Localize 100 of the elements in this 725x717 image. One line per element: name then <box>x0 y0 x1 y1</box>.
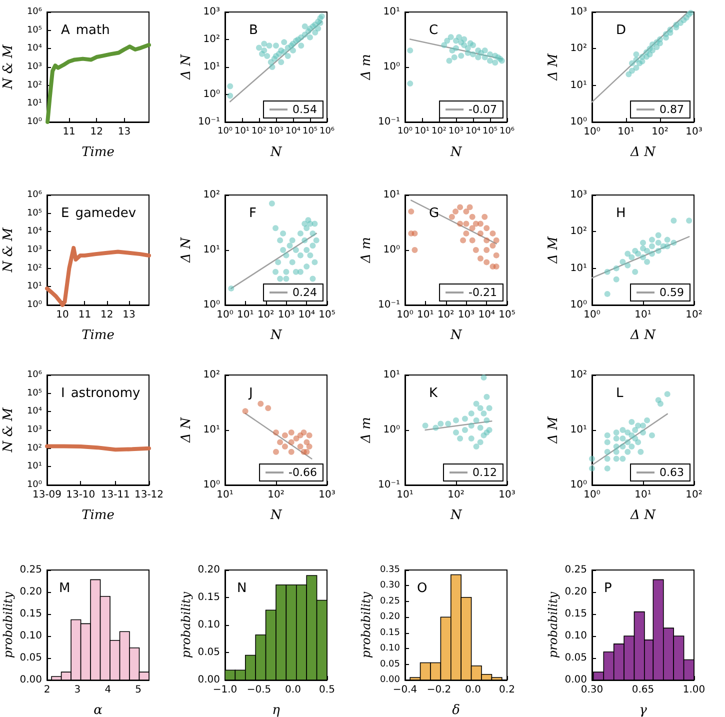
x-tick-label: 0.65 <box>632 684 654 696</box>
y-tick-label: 10¹ <box>203 244 220 256</box>
x-tick-label: 10⁰ <box>217 126 233 136</box>
x-tick-label: 10² <box>268 490 284 500</box>
x-tick-label: 10¹ <box>417 310 434 320</box>
legend-label: 0.63 <box>660 466 684 479</box>
x-axis-title: Time <box>82 145 115 160</box>
x-tick-label: 10² <box>437 310 454 320</box>
x-tick-label: 0.0 <box>285 684 301 696</box>
x-tick-label: 10⁴ <box>465 126 481 136</box>
y-tick-label: 10⁻¹ <box>198 116 220 128</box>
annotation: N <box>237 581 247 596</box>
x-axis-title: γ <box>639 703 648 717</box>
y-tick-label: 10⁴ <box>26 44 42 54</box>
y-axis-title: Δ N <box>179 236 194 264</box>
x-tick-label: 0.2 <box>499 684 515 696</box>
y-tick-label: 10⁰ <box>383 244 400 256</box>
legend-label: -0.07 <box>468 103 498 116</box>
y-tick-label: 0.15 <box>380 628 400 638</box>
y-tick-label: 10¹ <box>203 62 220 72</box>
y-tick-label: 10⁰ <box>26 117 42 127</box>
annotation: J <box>248 386 253 401</box>
annotation: H <box>616 206 626 221</box>
x-tick-label: 10¹ <box>618 126 634 138</box>
x-tick-label: 10¹ <box>634 310 652 320</box>
x-tick-label: 10² <box>686 310 702 320</box>
y-tick-label: 0.10 <box>198 620 220 630</box>
x-tick-label: −0.5 <box>246 684 272 696</box>
y-tick-label: 10² <box>203 370 220 380</box>
y-tick-label: 10⁰ <box>383 62 400 72</box>
y-tick-label: 10⁵ <box>26 388 42 398</box>
x-tick-label: 10¹ <box>634 490 652 500</box>
annotation: P <box>604 581 612 596</box>
x-tick-label: 10³ <box>448 126 464 136</box>
y-tick-label: 10³ <box>26 425 42 435</box>
y-tick-label: 10² <box>203 190 220 200</box>
y-tick-label: 10³ <box>26 245 42 255</box>
y-tick-label: 10⁴ <box>26 406 42 417</box>
y-tick-label: 10⁰ <box>26 300 42 310</box>
y-axis-title: Δ m <box>359 54 374 81</box>
x-tick-label: 10⁰ <box>584 126 600 138</box>
x-tick-label: 10⁰ <box>397 126 413 136</box>
y-tick-label: 10¹ <box>570 424 587 436</box>
x-tick-label: 10² <box>652 126 668 138</box>
x-tick-label: 4 <box>104 684 112 696</box>
annotation: gamedev <box>75 206 136 221</box>
y-tick-label: 0.15 <box>564 608 587 620</box>
annotation: C <box>429 23 438 38</box>
x-tick-label: 1.00 <box>682 684 706 696</box>
y-tick-label: 10¹ <box>570 80 587 91</box>
y-tick-label: 0.05 <box>564 652 587 664</box>
y-tick-label: 10³ <box>203 6 220 18</box>
legend-label: 0.54 <box>292 103 318 116</box>
x-axis-title: α <box>94 703 103 717</box>
x-tick-label: 10⁵ <box>482 126 498 136</box>
x-tick-label: −0.4 <box>392 684 418 696</box>
y-tick-label: 10⁰ <box>383 424 400 436</box>
x-tick-label: −1.0 <box>212 684 238 696</box>
x-tick-label: 10³ <box>268 126 284 136</box>
y-tick-label: 10² <box>26 263 42 274</box>
x-tick-label: 10⁰ <box>584 310 600 320</box>
y-tick-label: 0.20 <box>198 564 220 576</box>
y-tick-label: 10² <box>26 80 42 90</box>
x-tick-label: −0.2 <box>426 684 452 696</box>
y-axis-title: N & M <box>1 227 16 274</box>
x-tick-label: 10⁰ <box>216 310 234 320</box>
y-tick-label: 0.35 <box>380 565 400 575</box>
y-tick-label: 10⁻¹ <box>378 116 400 128</box>
y-tick-label: 10² <box>570 226 587 238</box>
x-tick-label: 0.5 <box>319 684 335 696</box>
annotation: L <box>616 386 624 401</box>
x-axis-title: N <box>269 328 282 343</box>
x-tick-label: 10³ <box>686 126 702 138</box>
x-tick-label: 10⁴ <box>298 310 315 320</box>
y-tick-label: 0.15 <box>20 608 42 620</box>
y-tick-label: 10¹ <box>26 282 42 292</box>
legend-label: 0.59 <box>660 286 684 299</box>
annotation: math <box>76 23 110 38</box>
x-axis-title: N <box>269 145 282 160</box>
y-tick-label: 0.05 <box>20 652 42 664</box>
x-axis-title: η <box>272 703 280 717</box>
y-tick-label: 10¹ <box>383 370 400 380</box>
x-tick-label: 10³ <box>458 310 475 320</box>
y-tick-label: 10⁰ <box>203 300 220 310</box>
legend-label: 0.24 <box>292 286 318 299</box>
x-tick-label: 10² <box>448 490 464 500</box>
legend-label: -0.21 <box>468 286 498 299</box>
y-tick-label: 10⁰ <box>570 480 587 490</box>
y-tick-label: 10⁶ <box>26 190 42 200</box>
y-tick-label: 0.20 <box>564 586 587 598</box>
y-tick-label: 10² <box>203 34 220 45</box>
annotation: F <box>249 206 256 221</box>
y-tick-label: 0.30 <box>380 580 400 591</box>
y-tick-label: 0.00 <box>198 674 220 686</box>
x-axis-title: δ <box>452 703 460 717</box>
legend-label: 0.87 <box>660 103 684 116</box>
x-tick-label: 10⁵ <box>498 310 516 320</box>
y-tick-label: 10¹ <box>383 6 400 18</box>
x-tick-label: 10⁶ <box>319 126 335 136</box>
y-tick-label: 10⁶ <box>26 7 42 17</box>
